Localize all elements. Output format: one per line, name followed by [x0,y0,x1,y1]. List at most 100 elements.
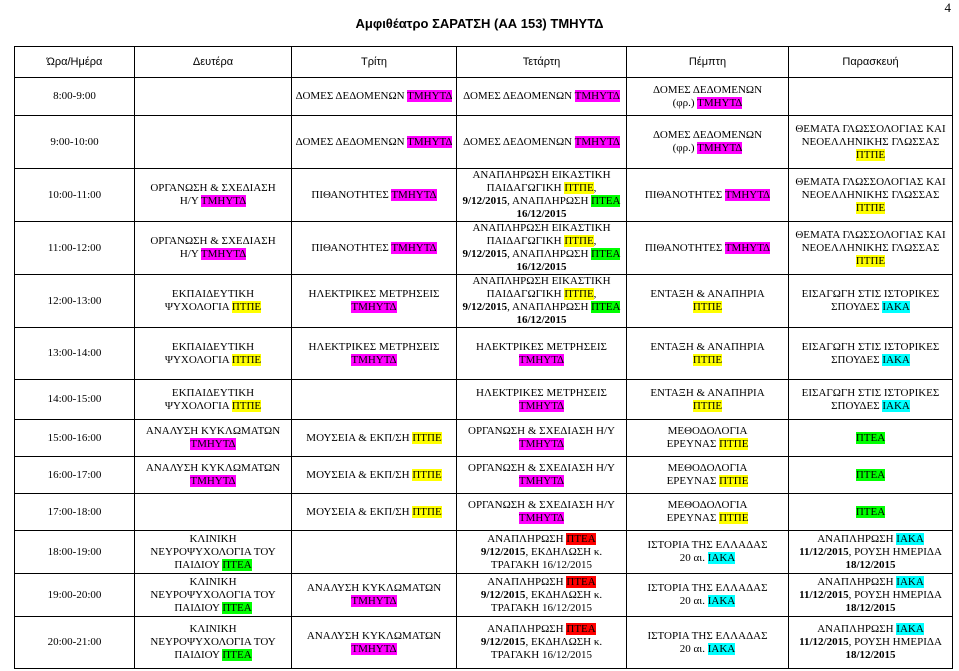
date: 16/12/2015 [516,314,567,326]
header-time: Ώρα/Ημέρα [14,46,135,78]
course-name: ΗΛΕΚΤΡΙΚΕΣ ΜΕΤΡΗΣΕΙΣ [308,340,440,353]
dept-tag: ΠΤΕΑ [566,623,596,635]
course-cell: ΑΝΑΠΛΗΡΩΣΗ ΠΤΕΑ 9/12/2015, ΕΚΔΗΛΩΣΗ κ. ΤΡΑ… [456,530,627,574]
course-note: , ΑΝΑΠΛΗΡΩΣΗ [507,195,589,207]
row-08: 8:00-9:00 ΔΟΜΕΣ ΔΕΔΟΜΕΝΩΝ ΤΜΗΥΤΔ ΔΟΜΕΣ Δ… [14,77,953,116]
date: 16/12/2015 [516,261,567,273]
dept-tag: ΙΑΚΑ [896,623,924,635]
course-name: ΜΕΘΟΔΟΛΟΓΙΑ [667,499,748,511]
date: 9/12/2015 [462,195,508,207]
dept-tag: ΤΜΗΥΤΔ [574,135,620,148]
course-cell: ΚΛΙΝΙΚΗ ΝΕΥΡΟΨΥΧΟΛΟΓΙΑ ΤΟΥ ΠΑΙΔΙΟΥ ΠΤΕΑ [134,530,292,574]
date: 16/12/2015 [516,208,567,220]
course-name: ΑΝΑΛΥΣΗ ΚΥΚΛΩΜΑΤΩΝ [145,425,281,437]
course-name: ΕΡΕΥΝΑΣ [666,475,717,487]
course-cell: ΑΝΑΠΛΗΡΩΣΗ ΠΤΕΑ 9/12/2015, ΕΚΔΗΛΩΣΗ κ. ΤΡΑ… [456,573,627,617]
course-name: ΠΑΙΔΙΟΥ [174,649,220,661]
course-name: ΠΑΙΔΙΟΥ [174,558,220,571]
time-cell: 9:00-10:00 [14,115,135,169]
dept-tag: ΠΤΕΑ [591,248,621,260]
row-15: 15:00-16:00 ΑΝΑΛΥΣΗ ΚΥΚΛΩΜΑΤΩΝ ΤΜΗΥΤΔ ΜΟΥ… [14,419,953,457]
course-cell: ΘΕΜΑΤΑ ΓΛΩΣΣΟΛΟΓΙΑΣ ΚΑΙ ΝΕΟΕΛΛΗΝΙΚΗΣ ΓΛΩΣ… [788,115,953,169]
dept-tag: ΠΤΕΑ [855,468,886,481]
dept-tag: ΠΤΠΕ [564,288,594,300]
course-note: ΤΡΑΓΑΚΗ 16/12/2015 [490,649,593,661]
course-name: ΚΛΙΝΙΚΗ [189,532,237,545]
course-cell: ΔΟΜΕΣ ΔΕΔΟΜΕΝΩΝ (φρ.) ΤΜΗΥΤΔ [626,115,789,169]
course-note: , ΕΚΔΗΛΩΣΗ κ. [525,588,603,601]
course-cell: ΕΝΤΑΞΗ & ΑΝΑΠΗΡΙΑ ΠΤΠΕ [626,379,789,420]
dept-tag: ΠΤΕΑ [591,301,621,313]
empty-cell [291,379,457,420]
course-name: ΝΕΟΕΛΛΗΝΙΚΗΣ ΓΛΩΣΣΑΣ [801,135,940,148]
time-cell: 11:00-12:00 [14,221,135,275]
dept-tag: ΠΤΕΑ [566,532,596,545]
time-cell: 18:00-19:00 [14,530,135,574]
header-thursday: Πέμπτη [626,46,789,78]
course-cell: ΟΡΓΑΝΩΣΗ & ΣΧΕΔΙΑΣΗ Η/Υ ΤΜΗΥΤΔ [456,419,627,457]
dept-tag: ΤΜΗΥΤΔ [407,90,453,102]
course-name: Η/Υ [179,195,199,207]
course-cell: ΑΝΑΠΛΗΡΩΣΗ ΠΤΕΑ 9/12/2015, ΕΚΔΗΛΩΣΗ κ. ΤΡΑ… [456,616,627,669]
dept-tag: ΤΜΗΥΤΔ [351,642,397,655]
dept-tag: ΠΤΕΑ [222,601,252,614]
dept-tag: ΙΑΚΑ [896,575,924,588]
course-name: ΑΝΑΛΥΣΗ ΚΥΚΛΩΜΑΤΩΝ [145,462,281,474]
time-cell: 8:00-9:00 [14,77,135,116]
course-note: , ΑΝΑΠΛΗΡΩΣΗ [507,248,589,260]
course-name: ΕΙΣΑΓΩΓΗ ΣΤΙΣ ΙΣΤΟΡΙΚΕΣ [801,386,940,399]
empty-cell [788,77,953,116]
course-cell: ΑΝΑΠΛΗΡΩΣΗ ΙΑΚΑ 11/12/2015, ΡΟΥΣΗ ΗΜΕΡΙΔΑ… [788,573,953,617]
course-name: ΜΟΥΣΕΙΑ & ΕΚΠ/ΣΗ [306,505,410,518]
course-name: ΗΛΕΚΤΡΙΚΕΣ ΜΕΤΡΗΣΕΙΣ [476,386,607,399]
course-name: ΝΕΟΕΛΛΗΝΙΚΗΣ ΓΛΩΣΣΑΣ [801,188,940,201]
course-name: ΝΕΟΕΛΛΗΝΙΚΗΣ ΓΛΩΣΣΑΣ [801,241,940,254]
course-name: ΟΡΓΑΝΩΣΗ & ΣΧΕΔΙΑΣΗ [150,235,276,247]
course-name: ΑΝΑΠΛΗΡΩΣΗ [487,575,564,588]
course-name: 20 αι. [679,642,705,655]
course-name: ΑΝΑΛΥΣΗ ΚΥΚΛΩΜΑΤΩΝ [306,582,442,594]
course-cell: ΙΣΤΟΡΙΑ ΤΗΣ ΕΛΛΑΔΑΣ 20 αι. ΙΑΚΑ [626,573,789,617]
dept-tag: ΠΤΠΕ [564,182,594,194]
course-name: ΨΥΧΟΛΟΓΙΑ [164,353,230,366]
dept-tag: ΠΤΕΑ [222,558,252,571]
course-name: ΔΟΜΕΣ ΔΕΔΟΜΕΝΩΝ [295,90,405,102]
course-cell: ΔΟΜΕΣ ΔΕΔΟΜΕΝΩΝ ΤΜΗΥΤΔ [456,77,627,116]
course-cell: ΑΝΑΠΛΗΡΩΣΗ ΕΙΚΑΣΤΙΚΗ ΠΑΙΔΑΓΩΓΙΚΗ ΠΤΠΕ, 9/1… [456,221,627,275]
course-name: ΣΠΟΥΔΕΣ [831,353,880,366]
dept-tag: ΤΜΗΥΤΔ [351,353,397,366]
dept-tag: ΠΤΕΑ [855,505,886,518]
course-cell: ΚΛΙΝΙΚΗ ΝΕΥΡΟΨΥΧΟΛΟΓΙΑ ΤΟΥ ΠΑΙΔΙΟΥ ΠΤΕΑ [134,573,292,617]
course-cell: ΑΝΑΠΛΗΡΩΣΗ ΕΙΚΑΣΤΙΚΗ ΠΑΙΔΑΓΩΓΙΚΗ ΠΤΠΕ, 9/1… [456,274,627,328]
course-cell: ΑΝΑΠΛΗΡΩΣΗ ΙΑΚΑ 11/12/2015, ΡΟΥΣΗ ΗΜΕΡΙΔΑ… [788,530,953,574]
course-name: ΑΝΑΠΛΗΡΩΣΗ [487,532,564,545]
dept-tag: ΙΑΚΑ [882,399,910,412]
header-wednesday: Τετάρτη [456,46,627,78]
course-cell: ΘΕΜΑΤΑ ΓΛΩΣΣΟΛΟΓΙΑΣ ΚΑΙ ΝΕΟΕΛΛΗΝΙΚΗΣ ΓΛΩΣ… [788,168,953,222]
course-name: ΔΟΜΕΣ ΔΕΔΟΜΕΝΩΝ [652,83,763,96]
dept-tag: ΤΜΗΥΤΔ [190,475,236,487]
empty-cell [134,493,292,531]
time-cell: 16:00-17:00 [14,456,135,494]
course-note: , ΡΟΥΣΗ ΗΜΕΡΙΔΑ [848,588,942,601]
course-cell: ΕΚΠΑΙΔΕΥΤΙΚΗ ΨΥΧΟΛΟΓΙΑ ΠΤΠΕ [134,379,292,420]
dept-tag: ΤΜΗΥΤΔ [407,135,453,148]
time-cell: 17:00-18:00 [14,493,135,531]
course-note: , ΕΚΔΗΛΩΣΗ κ. [525,545,603,558]
row-10: 10:00-11:00 ΟΡΓΑΝΩΣΗ & ΣΧΕΔΙΑΣΗ Η/Υ ΤΜΗΥΤ… [14,168,953,222]
date: 11/12/2015 [799,636,849,648]
course-cell: ΙΣΤΟΡΙΑ ΤΗΣ ΕΛΛΑΔΑΣ 20 αι. ΙΑΚΑ [626,616,789,669]
dept-tag: ΠΤΠΕ [855,201,886,214]
course-name: ΔΟΜΕΣ ΔΕΔΟΜΕΝΩΝ [652,129,763,141]
course-name: ΨΥΧΟΛΟΓΙΑ [164,399,230,412]
dept-tag: ΤΜΗΥΤΔ [518,438,565,450]
course-cell: ΔΟΜΕΣ ΔΕΔΟΜΕΝΩΝ ΤΜΗΥΤΔ [291,77,457,116]
course-name: ΠΙΘΑΝΟΤΗΤΕΣ [644,241,723,254]
dept-tag: ΠΤΠΕ [719,438,749,450]
course-name: ΠΙΘΑΝΟΤΗΤΕΣ [644,188,723,201]
course-name: ΠΑΙΔΑΓΩΓΙΚΗ [486,182,562,194]
dept-tag: ΠΤΠΕ [855,254,886,267]
course-name: ΑΝΑΠΛΗΡΩΣΗ [487,623,564,635]
course-name: ΕΚΠΑΙΔΕΥΤΙΚΗ [171,386,255,399]
course-name: ΟΡΓΑΝΩΣΗ & ΣΧΕΔΙΑΣΗ Η/Υ [468,462,615,474]
